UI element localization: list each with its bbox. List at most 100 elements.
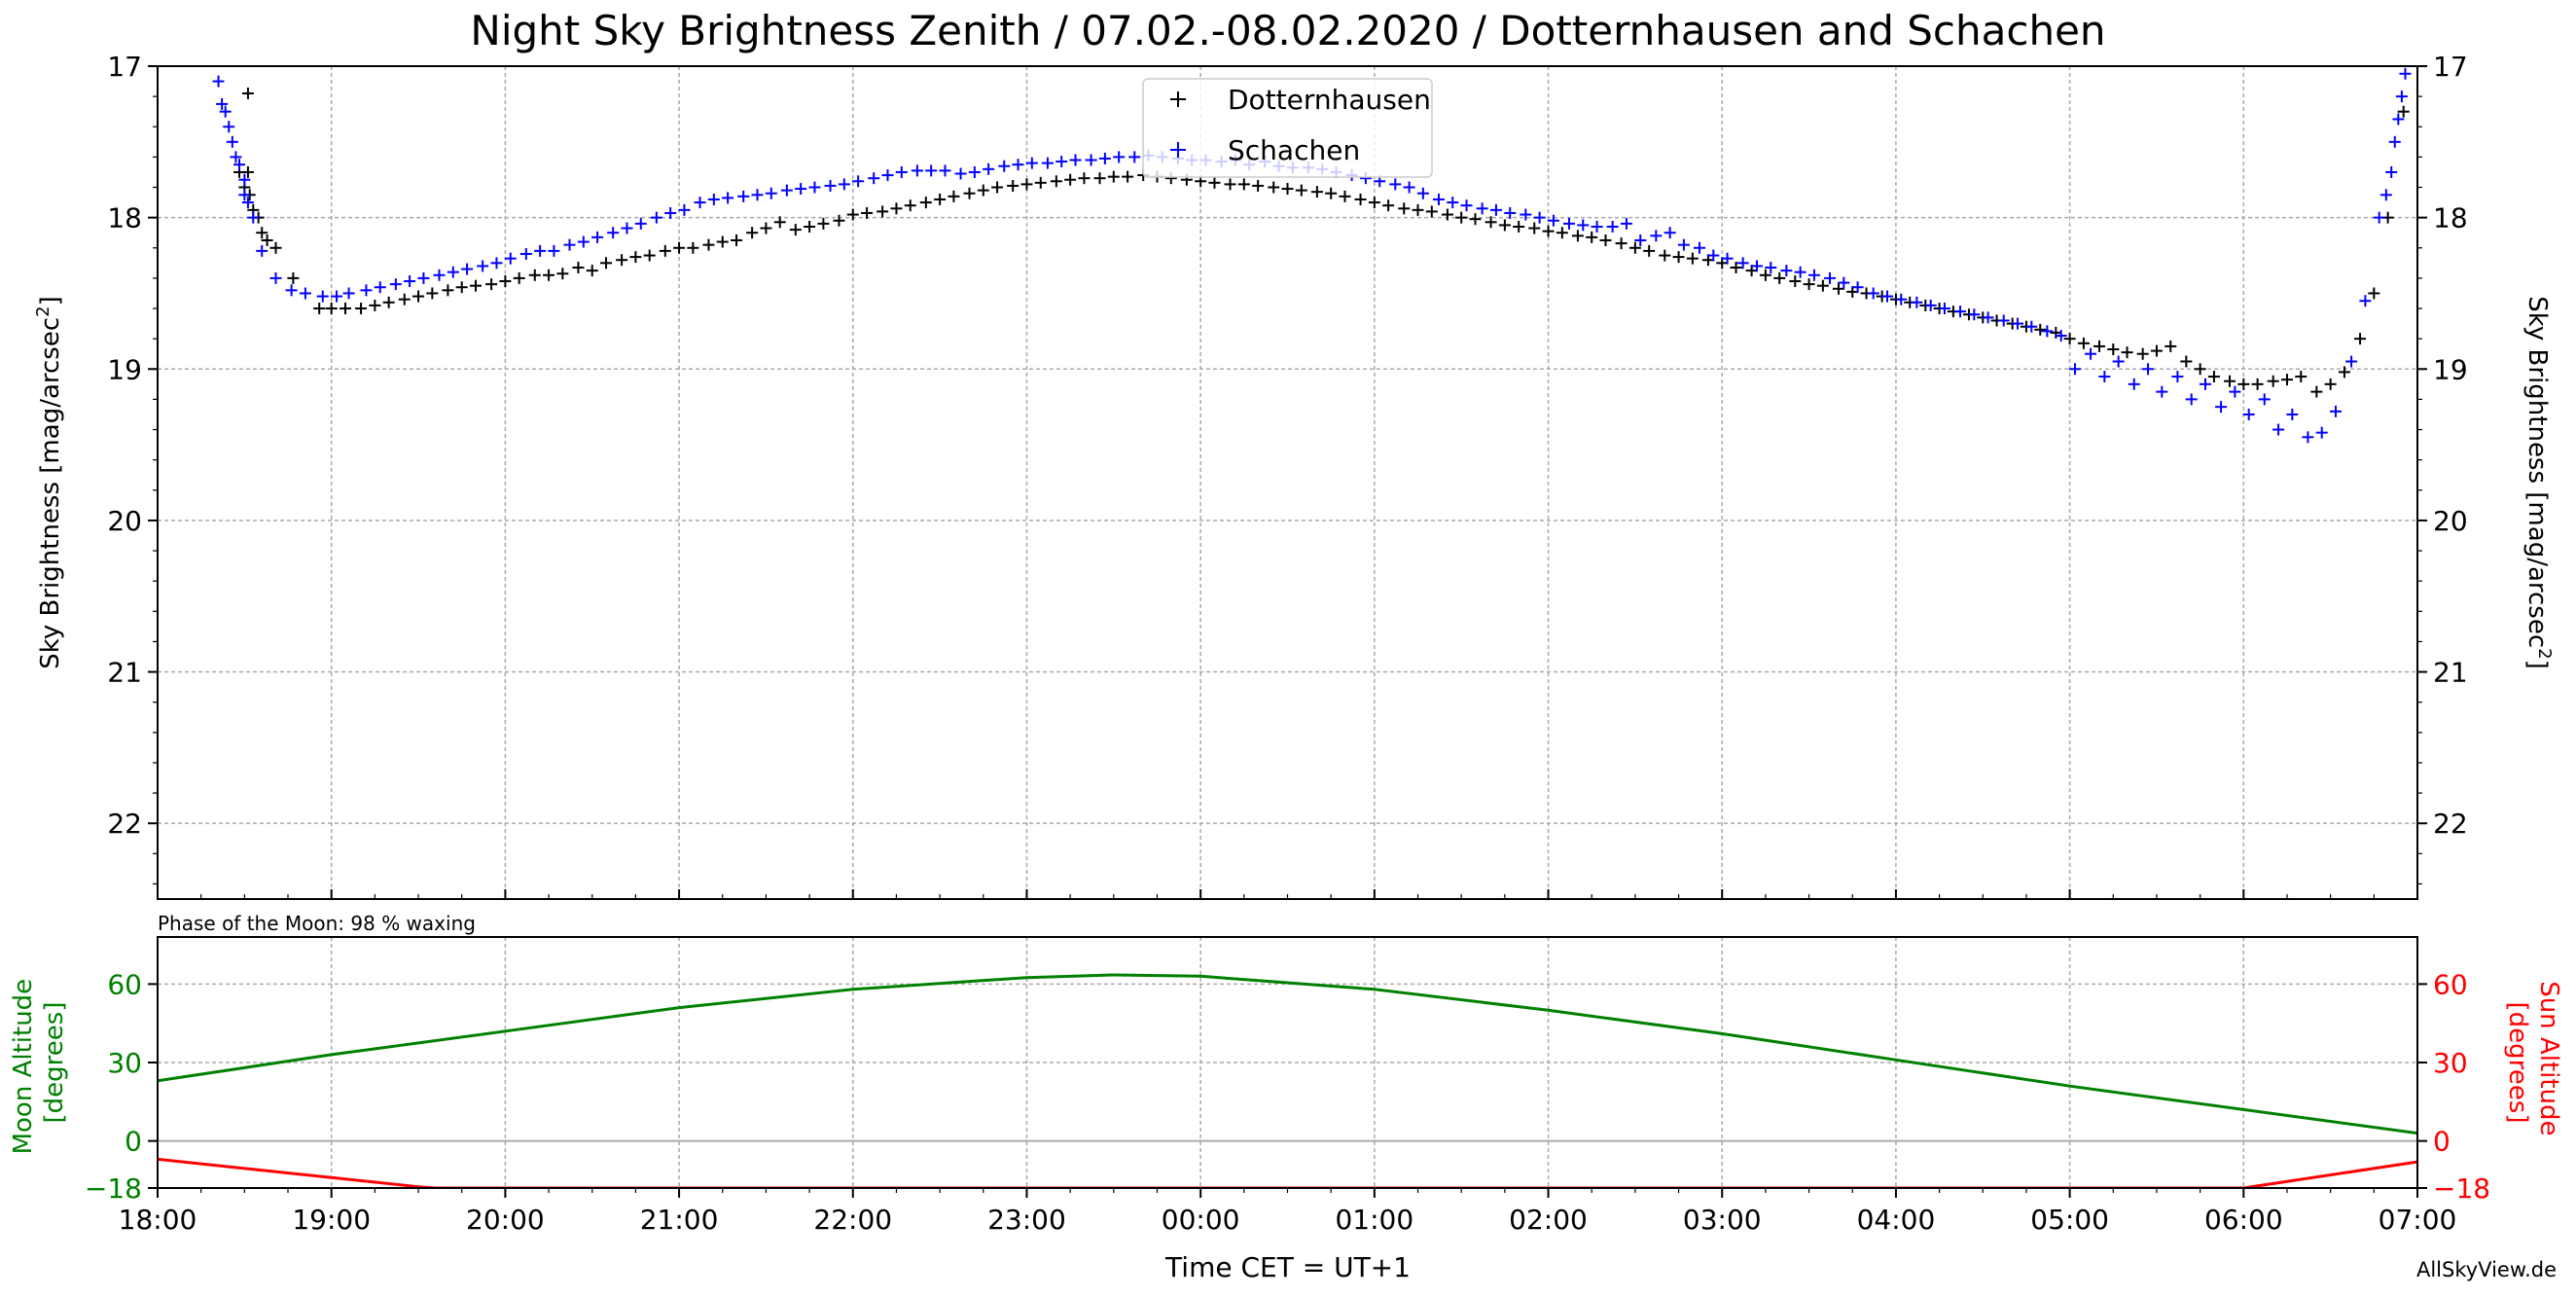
dotternhausen-point (1208, 176, 1221, 189)
dotternhausen-point (846, 208, 859, 221)
schachen-point (1447, 197, 1459, 209)
schachen-point (238, 173, 251, 186)
schachen-point (219, 105, 232, 118)
schachen-point (1128, 151, 1141, 163)
right-ylabel-text: Sky Brightness [mag/arcsec (2522, 296, 2552, 648)
left-ylabel: Sky Brightness [mag/arcsec2] (33, 296, 65, 669)
dotternhausen-point (2338, 366, 2350, 378)
schachen-point (2128, 378, 2140, 390)
schachen-point (1113, 151, 1126, 163)
schachen-point (226, 135, 238, 148)
sun-ytick-label: −18 (2433, 1172, 2490, 1205)
schachen-point (939, 164, 951, 177)
schachen-point (1389, 178, 1402, 191)
top-ytick-label-left: 18 (107, 202, 142, 234)
right-ylabel-sup: 2 (2534, 648, 2555, 659)
schachen-point (2315, 426, 2328, 439)
left-ylabel-text: Sky Brightness [mag/arcsec (36, 317, 65, 669)
schachen-point (1562, 217, 1575, 230)
dotternhausen-point (2397, 105, 2410, 118)
schachen-point (1807, 269, 1820, 281)
schachen-point (1677, 238, 1690, 251)
schachen-point (780, 184, 793, 197)
dotternhausen-point (1659, 249, 1671, 262)
schachen-point (868, 172, 880, 185)
schachen-point (247, 211, 260, 224)
schachen-point (895, 165, 908, 178)
moon-phase-annotation: Phase of the Moon: 98 % waxing (158, 912, 476, 935)
dotternhausen-point (1686, 252, 1699, 265)
schachen-point (2258, 393, 2271, 406)
schachen-point (447, 266, 459, 278)
dotternhausen-point (1268, 181, 1280, 194)
dotternhausen-point (948, 190, 960, 202)
schachen-point (1069, 154, 1082, 166)
xtick-label: 03:00 (1683, 1204, 1762, 1236)
dotternhausen-point (2310, 385, 2323, 398)
dotternhausen-point (2165, 340, 2177, 352)
dotternhausen-point (513, 271, 525, 284)
schachen-point (212, 75, 225, 88)
dotternhausen-point (1122, 170, 1134, 183)
schachen-point (1867, 287, 1879, 300)
schachen-point (751, 189, 764, 201)
top-ytick-label-left: 20 (107, 505, 142, 537)
sun-ytick-label: 30 (2433, 1047, 2468, 1079)
top-ytick-label-right: 22 (2433, 808, 2468, 840)
dotternhausen-point (1107, 170, 1120, 183)
schachen-point (694, 197, 706, 209)
dotternhausen-point (1398, 202, 1411, 215)
dotternhausen-point (572, 261, 585, 273)
dotternhausen-point (256, 227, 268, 239)
dotternhausen-point (702, 238, 715, 251)
dotternhausen-point (977, 184, 989, 197)
schachen-point (238, 189, 251, 201)
top-ytick-label-right: 18 (2433, 202, 2468, 234)
top-ytick-label-left: 19 (107, 353, 142, 385)
schachen-point (2171, 371, 2184, 383)
xtick-label: 18:00 (119, 1204, 197, 1236)
dotternhausen-point (1485, 216, 1497, 229)
dotternhausen-point (2121, 346, 2133, 359)
schachen-point (881, 169, 894, 182)
schachen-point (1750, 260, 1763, 272)
dotternhausen-point (398, 293, 411, 306)
schachen-point (404, 275, 416, 288)
top-plot-points (212, 67, 2412, 444)
schachen-point (2385, 165, 2398, 178)
legend: Dotternhausen Schachen (1142, 78, 1433, 178)
schachen-point (1620, 217, 1632, 230)
schachen-point (256, 244, 268, 257)
left-ylabel-end: ] (36, 296, 65, 306)
schachen-point (1416, 187, 1429, 199)
dotternhausen-point (1599, 234, 1612, 246)
dotternhausen-point (426, 287, 439, 300)
schachen-point (2055, 330, 2067, 342)
dotternhausen-point (1441, 208, 1453, 221)
svg-text:Sky Brightness [mag/arcsec2]: Sky Brightness [mag/arcsec2] (2522, 296, 2555, 669)
schachen-point (233, 159, 245, 171)
moon-ylabel-line1: Moon Altitude (9, 979, 38, 1155)
schachen-point (678, 203, 691, 216)
dotternhausen-point (760, 222, 772, 234)
top-plot-axes: 17 17 18 18 19 19 20 20 21 21 22 22 (107, 51, 2468, 899)
dotternhausen-point (1382, 199, 1395, 212)
dotternhausen-point (1412, 203, 1424, 216)
xtick-label: 06:00 (2204, 1204, 2283, 1236)
top-ytick-label-right: 21 (2433, 657, 2468, 689)
dotternhausen-point (1832, 282, 1844, 295)
dotternhausen-point (1325, 187, 1338, 199)
xtick-label: 20:00 (466, 1204, 545, 1236)
schachen-point (577, 235, 590, 248)
schachen-point (634, 217, 647, 230)
right-ylabel: Sky Brightness [mag/arcsec2] (2522, 296, 2555, 669)
svg-text:Sky Brightness [mag/arcsec2]: Sky Brightness [mag/arcsec2] (33, 296, 65, 669)
dotternhausen-point (241, 165, 254, 178)
dotternhausen-point (1816, 279, 1829, 292)
dotternhausen-point (2207, 371, 2220, 383)
schachen-point (1650, 230, 1663, 242)
schachen-point (2395, 90, 2408, 103)
schachen-point (1780, 265, 1793, 277)
dotternhausen-point (1007, 179, 1020, 192)
dotternhausen-point (919, 197, 932, 209)
